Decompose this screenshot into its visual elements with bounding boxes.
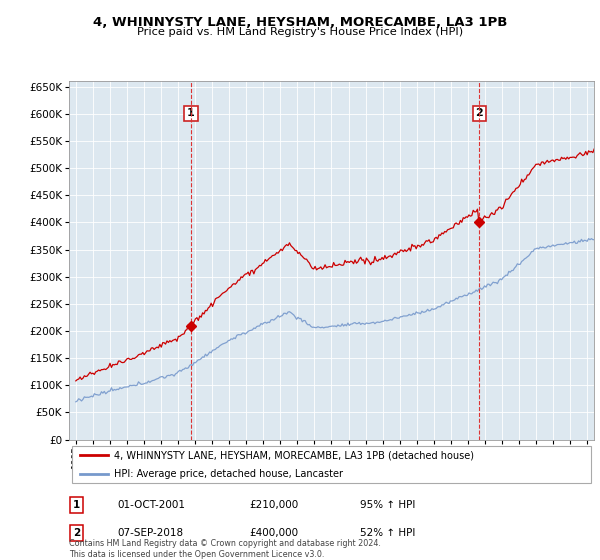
Text: Contains HM Land Registry data © Crown copyright and database right 2024.
This d: Contains HM Land Registry data © Crown c… (69, 539, 381, 559)
Text: 07-SEP-2018: 07-SEP-2018 (117, 528, 183, 538)
Text: 4, WHINNYSTY LANE, HEYSHAM, MORECAMBE, LA3 1PB: 4, WHINNYSTY LANE, HEYSHAM, MORECAMBE, L… (93, 16, 507, 29)
Text: 2: 2 (475, 109, 483, 119)
Text: £400,000: £400,000 (249, 528, 298, 538)
Text: 95% ↑ HPI: 95% ↑ HPI (360, 500, 415, 510)
Text: £210,000: £210,000 (249, 500, 298, 510)
FancyBboxPatch shape (71, 446, 592, 483)
Text: 01-OCT-2001: 01-OCT-2001 (117, 500, 185, 510)
Text: 4, WHINNYSTY LANE, HEYSHAM, MORECAMBE, LA3 1PB (detached house): 4, WHINNYSTY LANE, HEYSHAM, MORECAMBE, L… (113, 450, 473, 460)
Text: Price paid vs. HM Land Registry's House Price Index (HPI): Price paid vs. HM Land Registry's House … (137, 27, 463, 37)
Text: 2: 2 (73, 528, 80, 538)
Text: 52% ↑ HPI: 52% ↑ HPI (360, 528, 415, 538)
Text: 1: 1 (73, 500, 80, 510)
Text: HPI: Average price, detached house, Lancaster: HPI: Average price, detached house, Lanc… (113, 469, 343, 479)
Text: 1: 1 (187, 109, 195, 119)
